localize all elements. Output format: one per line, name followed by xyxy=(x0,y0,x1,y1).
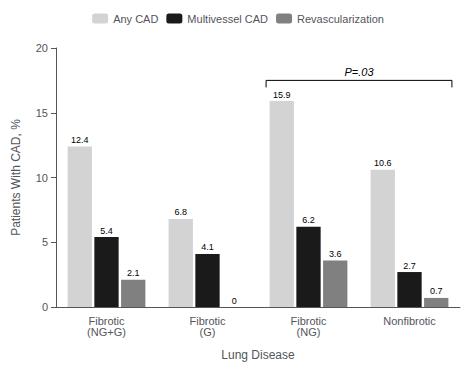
svg-text:12.4: 12.4 xyxy=(71,135,89,145)
svg-text:15.9: 15.9 xyxy=(273,90,291,100)
svg-text:Patients With CAD, %: Patients With CAD, % xyxy=(9,119,23,236)
svg-text:Revascularization: Revascularization xyxy=(297,13,384,25)
svg-text:Lung Disease: Lung Disease xyxy=(221,348,295,362)
svg-text:Fibrotic: Fibrotic xyxy=(290,314,327,327)
svg-text:0: 0 xyxy=(232,296,237,306)
svg-text:(G): (G) xyxy=(200,326,216,338)
svg-text:15: 15 xyxy=(36,107,48,119)
svg-text:20: 20 xyxy=(36,42,48,54)
svg-text:6.8: 6.8 xyxy=(175,207,188,217)
svg-text:Fibrotic: Fibrotic xyxy=(88,314,125,327)
svg-text:0.7: 0.7 xyxy=(430,286,443,296)
svg-text:Fibrotic: Fibrotic xyxy=(189,314,226,327)
svg-text:2.7: 2.7 xyxy=(403,261,416,271)
svg-text:(NG+G): (NG+G) xyxy=(87,326,126,338)
svg-text:(NG): (NG) xyxy=(297,326,321,338)
svg-text:Nonfibrotic: Nonfibrotic xyxy=(383,315,436,327)
svg-text:3.6: 3.6 xyxy=(329,249,342,259)
svg-text:P=.03: P=.03 xyxy=(344,66,374,78)
svg-text:2.1: 2.1 xyxy=(127,268,140,278)
svg-text:5: 5 xyxy=(42,236,48,248)
svg-text:Multivessel CAD: Multivessel CAD xyxy=(187,13,268,25)
svg-text:10: 10 xyxy=(36,172,48,184)
svg-text:10.6: 10.6 xyxy=(374,158,392,168)
svg-text:6.2: 6.2 xyxy=(302,215,315,225)
svg-text:4.1: 4.1 xyxy=(201,242,214,252)
svg-text:0: 0 xyxy=(42,301,48,313)
svg-text:5.4: 5.4 xyxy=(100,226,113,236)
svg-text:Any CAD: Any CAD xyxy=(113,13,158,25)
